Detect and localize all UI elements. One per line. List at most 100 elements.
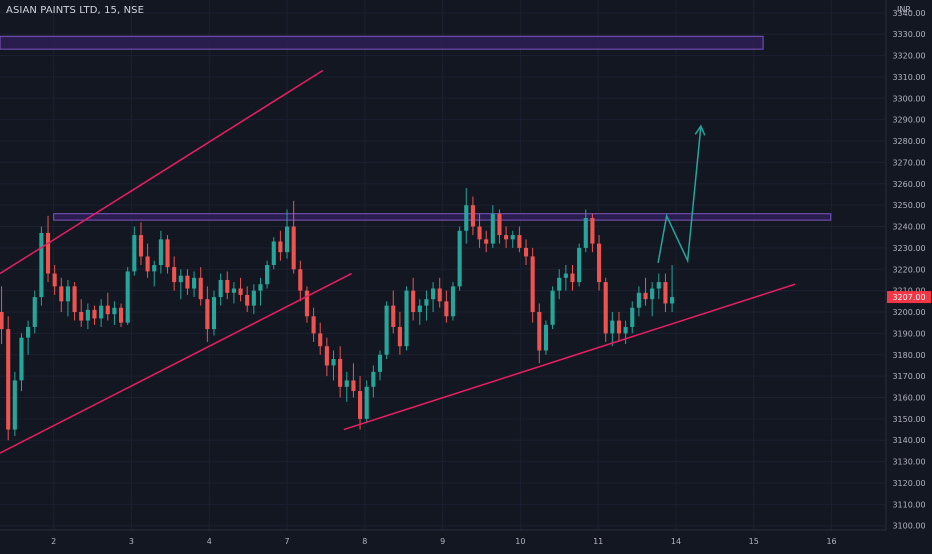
projection-arrowhead — [694, 124, 706, 136]
candle-body — [411, 290, 416, 313]
time-axis[interactable]: 2 3 4 7 8 9 10 11 14 15 16 — [51, 537, 837, 546]
candle — [490, 205, 495, 248]
candle — [577, 243, 582, 287]
candle-body — [517, 235, 522, 248]
y-tick-label: 3340.00 — [892, 9, 925, 18]
candle — [331, 350, 336, 381]
candle — [178, 269, 183, 300]
resistance-zone[interactable] — [53, 213, 832, 221]
candle — [211, 290, 217, 336]
candle — [198, 267, 203, 306]
candle — [192, 271, 197, 298]
candle-body — [324, 346, 329, 366]
candle-body — [590, 217, 595, 244]
candle — [364, 380, 369, 424]
candle — [19, 333, 24, 392]
x-tick-label: 3 — [129, 537, 134, 546]
candle-body — [357, 391, 363, 419]
candle-body — [490, 213, 495, 244]
y-tick-label: 3170.00 — [892, 372, 925, 381]
candle-body — [331, 359, 336, 366]
zones — [0, 35, 832, 221]
candle-body — [145, 256, 150, 272]
trendline[interactable] — [343, 283, 796, 431]
candle-body — [185, 275, 190, 289]
x-tick-label: 15 — [749, 537, 759, 546]
candle-body — [304, 290, 310, 317]
candle — [165, 235, 170, 274]
candle — [344, 371, 349, 402]
candle-body — [205, 299, 210, 330]
candle — [278, 230, 283, 261]
candle — [523, 239, 529, 265]
candle — [377, 350, 383, 381]
candle-body — [570, 273, 575, 283]
candle-body — [192, 277, 197, 289]
candle-body — [404, 290, 409, 347]
chart-title: ASIAN PAINTS LTD, 15, NSE — [6, 5, 145, 16]
candle — [138, 222, 144, 265]
price-axis[interactable]: 3100.00 3110.00 3120.00 3130.00 3140.00 3150.… — [887, 9, 931, 531]
candle-body — [12, 380, 17, 430]
currency-label: INR — [897, 5, 911, 14]
candle-body — [616, 320, 622, 334]
candle-body — [563, 273, 568, 278]
candle-body — [165, 239, 170, 268]
candle-body — [656, 282, 661, 289]
candle — [670, 265, 675, 313]
candle — [656, 273, 661, 300]
x-tick-label: 14 — [671, 537, 681, 546]
y-tick-label: 3240.00 — [892, 223, 925, 232]
candle — [245, 286, 250, 313]
trendline[interactable] — [0, 272, 352, 454]
candle-body — [543, 324, 549, 351]
candle — [284, 209, 290, 259]
trendline[interactable] — [0, 69, 324, 275]
y-tick-label: 3290.00 — [892, 116, 925, 125]
candle — [384, 301, 389, 360]
y-tick-label: 3140.00 — [892, 436, 925, 445]
candle — [251, 284, 256, 315]
candle — [172, 256, 177, 291]
candle — [630, 301, 635, 334]
candle-body — [92, 309, 97, 319]
candle-body — [344, 380, 349, 387]
candle-body — [172, 267, 177, 283]
candle — [105, 292, 110, 321]
candle — [59, 277, 64, 313]
candle — [570, 265, 575, 291]
candle — [550, 286, 555, 330]
grid — [0, 0, 886, 530]
candle-body — [523, 247, 529, 257]
candle — [404, 286, 409, 351]
y-tick-label: 3320.00 — [892, 52, 925, 61]
last-price-label: 3207.00 — [892, 293, 925, 302]
y-tick-label: 3100.00 — [892, 522, 925, 531]
candle-body — [470, 205, 475, 227]
candle — [450, 282, 456, 321]
candle-body — [450, 286, 456, 317]
y-tick-label: 3310.00 — [892, 73, 925, 82]
x-tick-label: 10 — [515, 537, 525, 546]
candle — [417, 299, 422, 325]
candle — [543, 320, 549, 355]
candle — [510, 230, 515, 248]
resistance-zone[interactable] — [0, 35, 764, 50]
y-tick-label: 3160.00 — [892, 394, 925, 403]
candle — [26, 320, 31, 355]
candle-body — [132, 235, 137, 272]
candle — [437, 277, 442, 308]
projection-path[interactable] — [657, 126, 702, 264]
trendlines — [0, 69, 796, 454]
candle-body — [397, 326, 402, 347]
candle-body — [138, 235, 144, 257]
candle-body — [271, 241, 276, 265]
candle — [663, 273, 668, 313]
candle-body — [59, 286, 64, 302]
candle-body — [643, 292, 648, 300]
candle — [145, 243, 150, 278]
candle — [318, 322, 323, 355]
candle-body — [371, 371, 376, 387]
